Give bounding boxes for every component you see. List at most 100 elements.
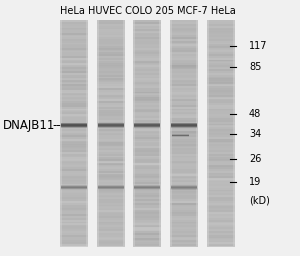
Bar bbox=[60, 78, 88, 81]
Bar bbox=[61, 127, 87, 128]
Bar bbox=[172, 134, 189, 135]
Bar bbox=[170, 125, 198, 128]
Bar bbox=[170, 58, 198, 60]
Bar bbox=[207, 109, 235, 111]
Bar bbox=[133, 109, 161, 111]
Bar bbox=[170, 156, 198, 158]
Bar bbox=[133, 173, 161, 175]
Bar bbox=[207, 50, 235, 52]
Bar bbox=[133, 88, 161, 90]
Bar bbox=[170, 48, 198, 51]
Bar bbox=[97, 223, 125, 226]
Bar bbox=[133, 161, 161, 164]
Bar bbox=[133, 157, 161, 160]
Bar bbox=[170, 73, 198, 75]
Bar bbox=[60, 165, 88, 167]
Bar bbox=[97, 42, 125, 45]
Bar bbox=[207, 56, 235, 58]
Bar bbox=[133, 242, 161, 245]
Bar bbox=[207, 129, 235, 132]
Bar bbox=[97, 142, 125, 145]
Bar bbox=[207, 169, 235, 171]
Bar bbox=[170, 206, 198, 209]
Bar bbox=[60, 244, 88, 247]
Bar bbox=[207, 203, 235, 205]
Bar bbox=[170, 205, 198, 207]
Bar bbox=[98, 123, 124, 124]
Bar bbox=[207, 191, 235, 194]
Bar bbox=[170, 174, 198, 177]
Bar bbox=[133, 103, 161, 105]
Bar bbox=[207, 142, 235, 145]
Bar bbox=[207, 182, 235, 184]
Bar bbox=[133, 127, 161, 130]
Bar bbox=[97, 122, 125, 124]
Bar bbox=[97, 93, 125, 96]
Bar bbox=[60, 46, 88, 49]
Bar bbox=[133, 148, 161, 151]
Bar bbox=[170, 163, 198, 166]
Bar bbox=[207, 221, 235, 224]
Bar bbox=[86, 20, 88, 246]
Bar bbox=[170, 74, 198, 77]
Bar bbox=[133, 182, 161, 184]
Bar bbox=[170, 195, 198, 198]
Bar bbox=[97, 39, 125, 41]
Bar bbox=[207, 239, 235, 241]
Bar bbox=[207, 52, 235, 54]
Bar bbox=[133, 135, 161, 137]
Bar bbox=[170, 50, 198, 52]
Bar bbox=[170, 203, 198, 205]
Bar bbox=[60, 22, 88, 24]
Bar bbox=[97, 86, 125, 88]
Bar bbox=[97, 220, 125, 222]
Bar bbox=[60, 41, 88, 43]
Bar bbox=[171, 127, 197, 128]
Bar bbox=[207, 93, 235, 96]
Bar bbox=[97, 148, 125, 151]
Bar bbox=[207, 231, 235, 233]
Bar bbox=[134, 126, 160, 127]
Bar bbox=[97, 95, 125, 98]
Bar bbox=[60, 105, 88, 107]
Bar bbox=[97, 180, 125, 183]
Bar bbox=[207, 159, 235, 162]
Bar bbox=[170, 186, 198, 188]
Bar bbox=[97, 118, 125, 120]
Bar bbox=[60, 218, 88, 220]
Bar bbox=[133, 110, 161, 113]
Bar bbox=[207, 77, 235, 79]
Bar bbox=[60, 93, 88, 96]
Bar bbox=[60, 171, 88, 173]
Bar bbox=[171, 187, 197, 188]
Bar bbox=[170, 41, 198, 43]
Bar bbox=[170, 137, 198, 139]
Bar bbox=[207, 37, 235, 39]
Bar bbox=[97, 35, 125, 37]
Bar bbox=[171, 125, 197, 126]
Bar bbox=[97, 144, 125, 147]
Bar bbox=[133, 122, 161, 124]
Bar bbox=[170, 95, 198, 98]
Bar bbox=[97, 101, 125, 103]
Bar bbox=[134, 186, 160, 187]
Bar bbox=[60, 220, 88, 222]
Bar bbox=[97, 73, 125, 75]
Bar bbox=[60, 20, 62, 246]
Bar bbox=[170, 133, 198, 135]
Bar bbox=[207, 146, 235, 148]
Bar bbox=[60, 135, 88, 137]
Bar bbox=[207, 116, 235, 119]
Bar bbox=[170, 54, 198, 56]
Bar bbox=[207, 235, 235, 237]
Bar bbox=[60, 29, 88, 32]
Bar bbox=[207, 186, 235, 188]
Bar bbox=[170, 167, 198, 169]
Bar bbox=[133, 146, 161, 148]
Bar bbox=[60, 159, 88, 162]
Bar bbox=[207, 150, 235, 152]
Bar bbox=[133, 120, 161, 122]
Bar bbox=[60, 101, 88, 103]
Bar bbox=[60, 73, 88, 75]
Bar bbox=[207, 244, 235, 247]
